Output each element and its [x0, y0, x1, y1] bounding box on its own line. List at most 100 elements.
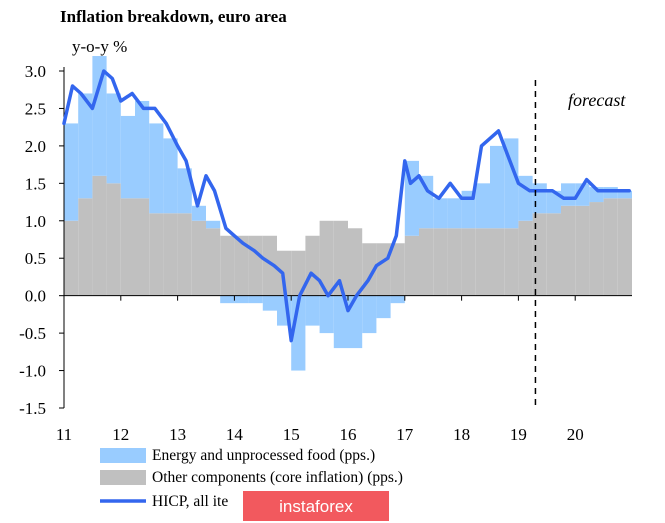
- chart-title: Inflation breakdown, euro area: [60, 7, 287, 26]
- energy-bar: [319, 295, 334, 334]
- energy-bar: [447, 198, 462, 229]
- y-tick-label: -0.5: [19, 324, 46, 343]
- core-bar: [92, 175, 107, 296]
- core-bar: [191, 220, 206, 296]
- y-tick-label: -1.5: [19, 399, 46, 418]
- core-bar: [106, 183, 121, 296]
- energy-bar: [433, 198, 448, 229]
- hicp-line-group: [62, 69, 631, 343]
- energy-bar: [518, 175, 533, 221]
- x-tick-label: 13: [169, 425, 186, 444]
- y-axis-label: y-o-y %: [72, 37, 127, 56]
- energy-bar: [163, 138, 178, 214]
- core-bar: [518, 220, 533, 296]
- y-tick-label: 0.0: [25, 287, 46, 306]
- core-bar: [461, 228, 476, 296]
- legend-label-core: Other components (core inflation) (pps.): [152, 469, 403, 486]
- energy-bar: [561, 183, 576, 206]
- y-tick-label: 2.0: [25, 137, 46, 156]
- core-bar: [78, 198, 93, 296]
- core-bar: [546, 213, 561, 296]
- core-bar: [177, 213, 192, 296]
- core-bar: [617, 198, 632, 296]
- core-bar: [262, 235, 277, 296]
- y-tick-label: 1.0: [25, 212, 46, 231]
- core-bar: [333, 220, 348, 296]
- energy-bar: [262, 295, 277, 311]
- core-bar: [348, 228, 363, 296]
- legend-label-hicp: HICP, all ite: [152, 493, 228, 510]
- energy-bar: [504, 138, 519, 229]
- core-bar: [404, 235, 419, 296]
- x-tick-label: 12: [112, 425, 129, 444]
- core-bar: [475, 228, 490, 296]
- energy-bar: [92, 56, 107, 176]
- energy-bar: [135, 100, 150, 199]
- energy-bar: [206, 220, 221, 229]
- energy-bar: [106, 93, 121, 184]
- axes-group: 3.0 2.5 2.0 1.5 1.0 0.5 0.0 -0.5 -1.0 -1.5 11 12 13 1…: [19, 62, 632, 444]
- core-bar: [603, 198, 618, 296]
- watermark-badge: [243, 491, 389, 521]
- core-bars-group: [64, 175, 632, 296]
- core-bar: [419, 228, 434, 296]
- core-bar: [390, 243, 405, 296]
- core-bar: [135, 198, 150, 296]
- x-tick-label: 11: [56, 425, 72, 444]
- x-tick-label: 19: [510, 425, 527, 444]
- energy-bar: [177, 168, 192, 214]
- energy-bar: [475, 183, 490, 229]
- energy-bar: [376, 295, 391, 319]
- core-bar: [433, 228, 448, 296]
- energy-bars-group: [64, 56, 632, 371]
- energy-bar: [390, 295, 405, 304]
- core-bar: [305, 235, 320, 296]
- legend-label-energy: Energy and unprocessed food (pps.): [152, 447, 375, 464]
- core-bar: [532, 213, 547, 296]
- core-bar: [319, 220, 334, 296]
- energy-bar: [617, 190, 632, 199]
- energy-bar: [575, 183, 590, 206]
- energy-bar: [64, 123, 79, 221]
- y-tick-label: 0.5: [25, 249, 46, 268]
- x-tick-label: 15: [283, 425, 300, 444]
- energy-bar: [348, 295, 363, 349]
- x-tick-label: 18: [453, 425, 470, 444]
- energy-bar: [248, 295, 263, 304]
- watermark-text: instaforex: [279, 497, 353, 516]
- energy-bar: [603, 187, 618, 199]
- core-bar: [490, 228, 505, 296]
- y-tick-label: -1.0: [19, 362, 46, 381]
- core-bar: [149, 213, 164, 296]
- y-tick-label: 1.5: [25, 174, 46, 193]
- energy-bar: [546, 190, 561, 214]
- instaforex-watermark: instaforex: [243, 491, 389, 521]
- hicp-line: [62, 69, 631, 343]
- energy-bar: [419, 175, 434, 229]
- y-tick-label: 3.0: [25, 62, 46, 81]
- core-bar: [575, 205, 590, 296]
- energy-bar: [191, 205, 206, 221]
- core-bar: [291, 250, 306, 296]
- core-bar: [120, 198, 135, 296]
- core-bar: [234, 235, 249, 296]
- x-tick-label: 16: [340, 425, 357, 444]
- energy-bar: [220, 295, 235, 304]
- x-tick-label: 17: [396, 425, 414, 444]
- x-tick-label: 14: [226, 425, 244, 444]
- core-bar: [376, 243, 391, 296]
- core-bar: [447, 228, 462, 296]
- energy-bar: [333, 295, 348, 349]
- core-bar: [163, 213, 178, 296]
- core-bar: [589, 202, 604, 296]
- legend: Energy and unprocessed food (pps.) Other…: [100, 447, 403, 510]
- core-bar: [561, 205, 576, 296]
- legend-swatch-core: [100, 470, 146, 485]
- core-bar: [504, 228, 519, 296]
- energy-bar: [461, 190, 476, 229]
- legend-swatch-energy: [100, 448, 146, 463]
- forecast-label: forecast: [568, 90, 626, 110]
- core-bar: [64, 220, 79, 296]
- energy-bar: [234, 295, 249, 304]
- energy-bar: [362, 295, 377, 334]
